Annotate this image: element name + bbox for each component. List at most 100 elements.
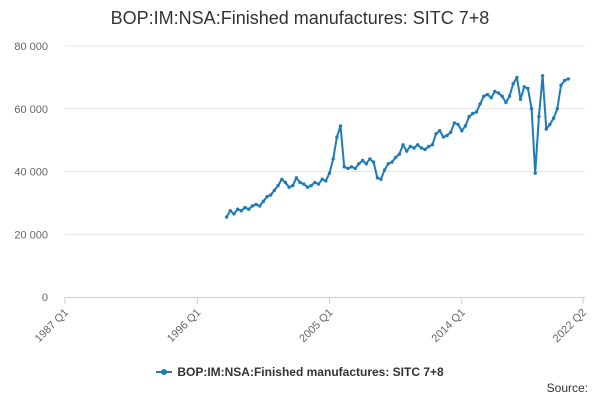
data-point[interactable] [533,171,537,175]
data-point[interactable] [276,183,280,188]
data-point[interactable] [338,124,343,128]
data-point[interactable] [309,183,313,188]
x-axis: 1987 Q1 1996 Q1 2005 Q1 2014 Q1 2022 Q2 [33,297,589,345]
data-point[interactable] [478,102,482,106]
data-point[interactable] [349,165,354,169]
data-point[interactable] [434,132,438,136]
data-point[interactable] [327,171,332,175]
data-point[interactable] [504,100,508,105]
data-point[interactable] [239,209,243,213]
data-point[interactable] [320,177,324,181]
data-point[interactable] [280,177,284,181]
data-point[interactable] [496,91,501,95]
data-point[interactable] [353,166,357,171]
data-point[interactable] [324,179,328,183]
data-point[interactable] [438,129,442,133]
data-point[interactable] [511,82,515,86]
data-point[interactable] [566,77,570,81]
data-point[interactable] [265,194,269,199]
data-point[interactable] [544,127,548,131]
data-point[interactable] [250,204,255,208]
data-point[interactable] [335,135,339,139]
data-point[interactable] [331,157,335,161]
data-point[interactable] [555,107,559,111]
data-point[interactable] [360,158,365,163]
y-tick-label: 60 000 [14,104,48,116]
data-point[interactable] [236,207,240,211]
data-point[interactable] [302,182,306,186]
data-point[interactable] [228,209,232,213]
data-point[interactable] [500,94,504,98]
data-point[interactable] [445,133,449,138]
data-point[interactable] [467,114,471,119]
data-point[interactable] [342,165,346,169]
data-point[interactable] [412,146,416,150]
data-point[interactable] [441,135,446,139]
data-point[interactable] [449,130,453,134]
data-point[interactable] [287,185,291,189]
data-point[interactable] [371,160,376,164]
data-point[interactable] [522,85,526,89]
data-point[interactable] [375,176,379,180]
data-point[interactable] [463,124,468,128]
data-point[interactable] [232,212,236,216]
data-point[interactable] [247,207,251,211]
data-point[interactable] [254,202,258,207]
data-point[interactable] [316,182,321,186]
data-point[interactable] [368,157,372,161]
data-point[interactable] [540,74,545,78]
data-point[interactable] [382,168,387,172]
data-point[interactable] [548,122,552,127]
data-point[interactable] [507,94,512,98]
data-point[interactable] [346,166,350,171]
data-point[interactable] [224,215,229,219]
x-tick-label: 2022 Q2 [551,307,589,345]
data-point[interactable] [474,110,479,114]
data-point[interactable] [471,111,475,116]
data-point[interactable] [305,185,310,189]
data-point[interactable] [562,78,567,83]
data-point[interactable] [423,147,427,152]
data-point[interactable] [386,162,390,166]
data-point[interactable] [397,152,401,156]
data-point[interactable] [526,86,530,91]
data-point[interactable] [456,122,460,127]
data-point[interactable] [537,114,541,119]
data-point[interactable] [283,180,288,185]
data-point[interactable] [485,92,490,97]
data-point[interactable] [493,89,497,94]
data-point[interactable] [515,75,519,80]
data-point[interactable] [416,143,420,147]
data-point[interactable] [272,188,277,192]
data-point[interactable] [357,162,361,166]
data-point[interactable] [291,183,295,188]
data-point[interactable] [269,193,273,197]
data-point[interactable] [313,180,317,185]
data-point[interactable] [393,155,398,160]
data-point[interactable] [405,149,409,153]
data-point[interactable] [379,177,383,181]
data-point[interactable] [401,143,405,147]
data-point[interactable] [559,83,563,87]
data-point[interactable] [408,144,412,149]
data-point[interactable] [482,94,486,98]
data-point[interactable] [551,116,556,120]
data-point[interactable] [258,204,262,208]
data-point[interactable] [298,180,302,185]
y-tick-label: 80 000 [14,41,48,53]
data-point[interactable] [489,96,493,100]
data-point[interactable] [427,144,431,149]
data-point[interactable] [390,160,394,164]
series-layer [224,74,570,219]
data-point[interactable] [529,107,534,111]
data-point[interactable] [460,129,464,133]
data-point[interactable] [518,97,523,102]
data-point[interactable] [430,143,435,147]
data-point[interactable] [452,121,457,125]
data-point[interactable] [243,205,247,210]
data-point[interactable] [294,176,299,180]
data-point[interactable] [261,199,266,203]
data-point[interactable] [364,162,368,166]
legend-item[interactable]: BOP:IM:NSA:Finished manufactures: SITC 7… [156,365,444,379]
data-point[interactable] [419,146,424,150]
